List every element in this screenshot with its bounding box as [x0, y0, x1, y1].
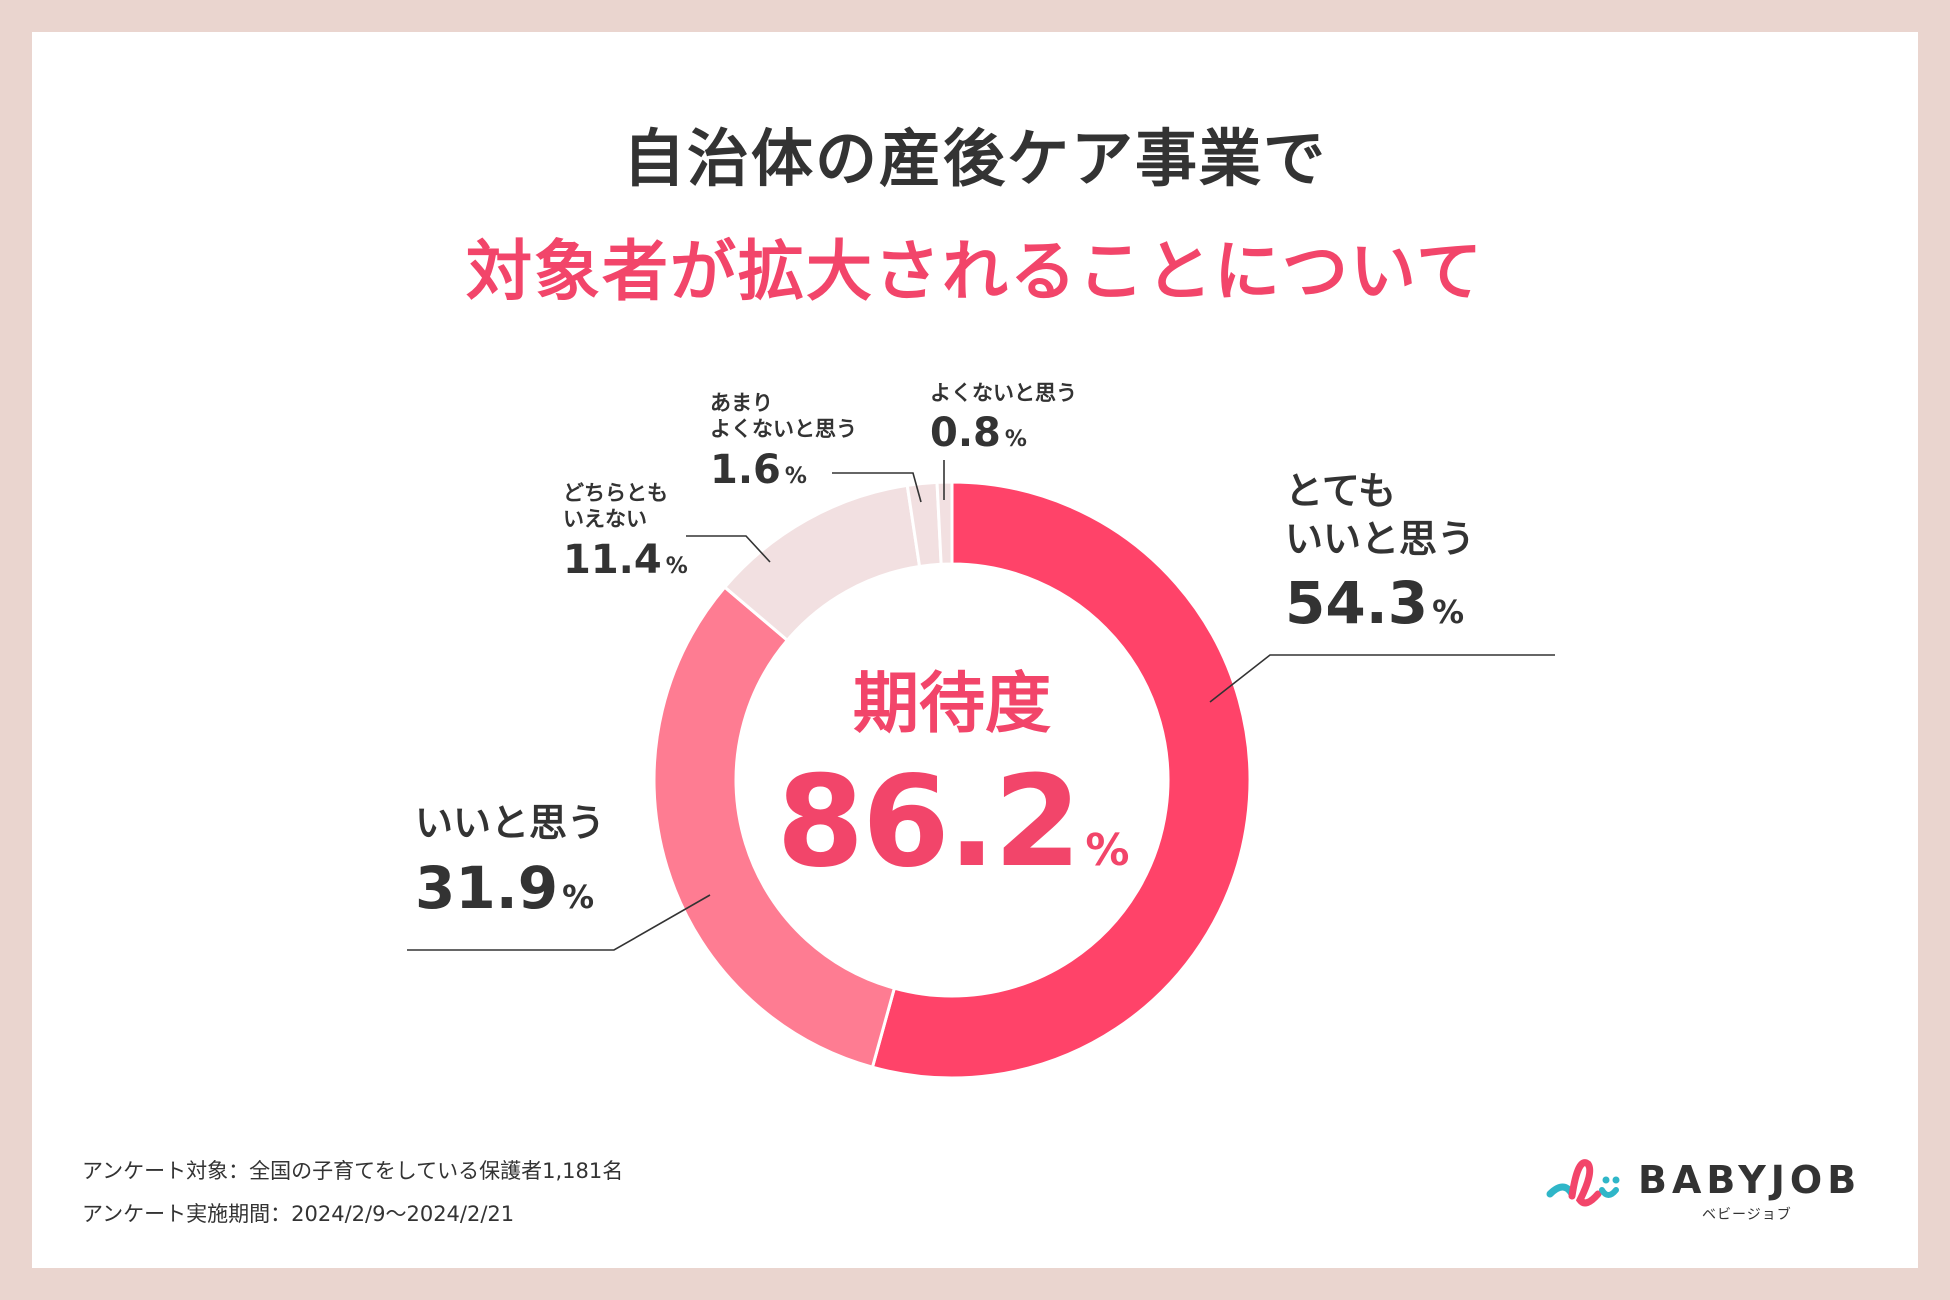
label-not-good-line1: よくないと思う	[930, 381, 1077, 405]
label-very-good: とても いいと思う 54.3%	[1285, 468, 1475, 640]
title-line-2: 対象者が拡大されることについて	[465, 233, 1485, 310]
leader-line-good	[407, 894, 711, 951]
label-very-good-line1: とても	[1285, 469, 1396, 513]
label-not-good-value: 0.8	[930, 410, 1001, 457]
label-not-much-line1: あまり	[710, 391, 773, 415]
label-very-good-value: 54.3	[1285, 569, 1429, 637]
label-not-good-value-row: 0.8%	[930, 408, 1077, 458]
footer-period: アンケート実施期間：2024/2/9〜2024/2/21	[82, 1202, 515, 1226]
label-not-much-unit: %	[784, 463, 807, 489]
leader-line-not-much	[832, 472, 922, 503]
label-neutral-unit: %	[665, 553, 688, 579]
center-value-unit: %	[1085, 825, 1129, 876]
babyjob-logo: BABYJOB ベビージョブ	[1542, 1150, 1862, 1223]
label-good: いいと思う 31.9%	[415, 800, 605, 924]
footer-target: アンケート対象：全国の子育てをしている保護者1,181名	[82, 1159, 624, 1183]
leader-line-neutral	[686, 535, 771, 563]
label-not-much-line2: よくないと思う	[710, 417, 857, 442]
label-good-value: 31.9	[415, 853, 559, 922]
label-good-value-row: 31.9%	[415, 852, 605, 925]
babyjob-logo-icon	[1546, 1159, 1620, 1207]
label-neutral-line2: いえない	[563, 507, 647, 532]
label-not-much-value: 1.6	[710, 446, 781, 493]
label-neutral-line1: どちらとも	[563, 481, 668, 505]
center-value-number: 86.2	[776, 748, 1082, 895]
title-line-1: 自治体の産後ケア事業で	[622, 122, 1327, 195]
label-good-unit: %	[562, 877, 595, 916]
center-label: 期待度	[853, 665, 1051, 742]
logo-wordmark: BABYJOB	[1638, 1158, 1862, 1202]
label-not-good: よくないと思う 0.8%	[930, 380, 1077, 458]
label-not-good-unit: %	[1004, 427, 1027, 453]
label-very-good-value-row: 54.3%	[1285, 567, 1475, 640]
label-not-much-value-row: 1.6%	[710, 445, 857, 495]
logo-subtitle: ベビージョブ	[1702, 1207, 1792, 1223]
label-neutral-value: 11.4	[563, 536, 662, 583]
label-neutral: どちらとも いえない 11.4%	[563, 480, 688, 585]
label-very-good-line2: いいと思う	[1285, 516, 1476, 561]
slice-not-good	[935, 480, 954, 566]
slice-good	[652, 585, 897, 1070]
slice-very-good	[870, 480, 1252, 1080]
label-neutral-value-row: 11.4%	[563, 535, 688, 585]
label-very-good-unit: %	[1432, 593, 1465, 631]
leader-line-very-good	[1209, 654, 1555, 703]
label-good-line1: いいと思う	[415, 801, 606, 845]
label-not-much: あまり よくないと思う 1.6%	[710, 390, 857, 495]
center-value: 86.2%	[752, 748, 1152, 895]
